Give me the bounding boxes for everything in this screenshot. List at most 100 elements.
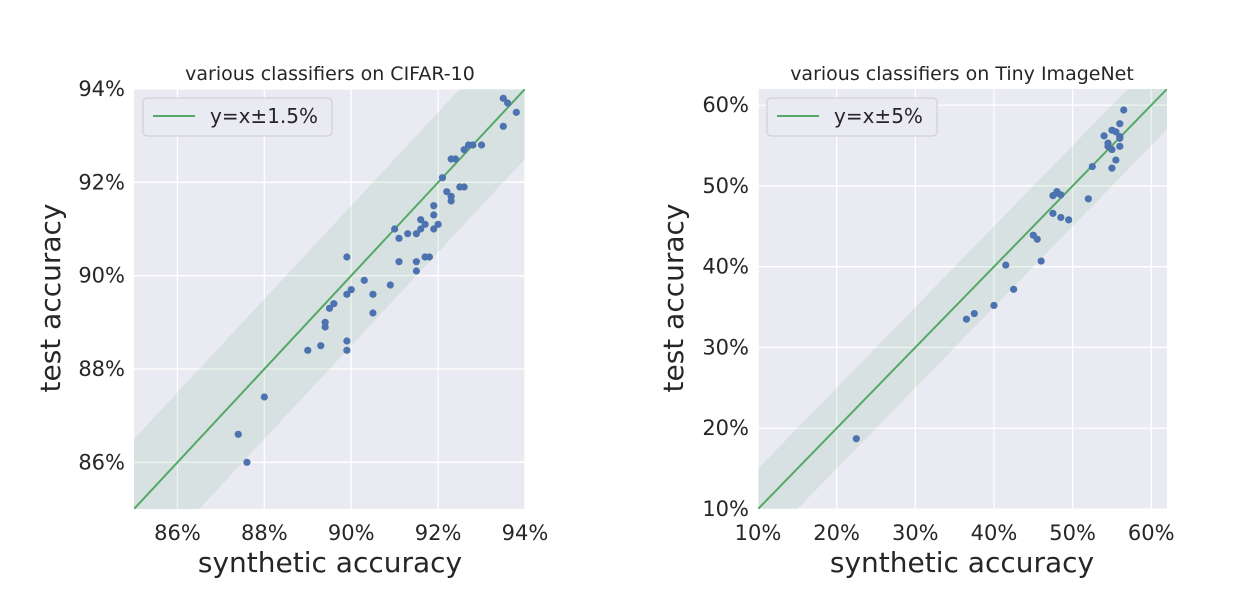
data-point [434, 220, 442, 228]
chart-title: various classifiers on CIFAR-10 [185, 63, 475, 85]
data-point [1084, 195, 1092, 203]
x-tick-label: 94% [502, 521, 549, 545]
y-tick-label: 90% [78, 264, 125, 288]
data-point [260, 393, 268, 401]
data-point [990, 301, 998, 310]
data-point [1112, 156, 1120, 164]
x-tick-label: 90% [328, 521, 375, 545]
data-point [852, 435, 860, 443]
y-tick-label: 20% [702, 416, 749, 440]
data-point [386, 281, 394, 289]
y-tick-label: 60% [702, 93, 749, 117]
data-point [1002, 261, 1010, 269]
data-point [404, 230, 412, 238]
data-point [512, 108, 520, 116]
identity-line [758, 89, 1167, 509]
y-tick-label: 10% [702, 497, 749, 521]
x-tick-label: 88% [241, 521, 288, 545]
data-point [395, 258, 403, 266]
data-point [425, 253, 434, 261]
y-tick-label: 50% [702, 174, 749, 198]
data-point [451, 155, 460, 163]
x-tick-label: 20% [813, 521, 860, 545]
data-point [1112, 128, 1120, 136]
data-point [1108, 164, 1116, 172]
data-point [1120, 106, 1128, 114]
legend: y=x±1.5% [142, 97, 333, 137]
data-point [369, 309, 377, 317]
data-point [504, 99, 512, 107]
data-point [1100, 132, 1108, 140]
y-axis-label: test accuracy [657, 204, 690, 393]
y-tick-label: 30% [702, 335, 749, 359]
x-tick-label: 92% [415, 521, 462, 545]
plot-clip-group [758, 89, 1167, 509]
data-point [1108, 145, 1116, 154]
legend-box [766, 97, 938, 137]
data-point [447, 197, 455, 205]
chart-title: various classifiers on Tiny ImageNet [790, 63, 1134, 85]
legend: y=x±5% [766, 97, 938, 137]
data-point [395, 234, 403, 242]
x-tick-label: 50% [1049, 521, 1096, 545]
plot-area: 10% 20% 30% 40% 50% 60% 10% 20% 30% 40% 50% 60% [702, 89, 1175, 545]
data-point [391, 225, 399, 233]
data-point [469, 141, 477, 149]
data-point [1049, 209, 1057, 217]
data-point [477, 141, 486, 149]
y-tick-label: 40% [702, 255, 749, 279]
data-point [1116, 133, 1124, 141]
data-point [438, 174, 447, 182]
data-point [430, 211, 438, 219]
legend-box [142, 97, 333, 137]
data-point [234, 430, 242, 438]
x-tick-label: 60% [1128, 521, 1175, 545]
data-point [962, 315, 971, 323]
data-point [412, 230, 420, 238]
chart-cifar10: 86% 88% 90% 92% 94% 86% 88% 90% 92% 94% various c… [34, 63, 549, 579]
data-point [1010, 285, 1018, 293]
data-point [417, 216, 425, 224]
data-point [443, 188, 451, 196]
data-point [460, 146, 468, 154]
data-point [412, 258, 420, 266]
data-point [317, 342, 325, 350]
data-point [1088, 162, 1096, 171]
data-point [499, 122, 507, 130]
y-tick-label: 86% [78, 450, 125, 474]
data-point [1057, 213, 1065, 222]
data-point [321, 318, 329, 326]
data-point [343, 337, 351, 345]
data-point [347, 286, 355, 294]
plot-area: 86% 88% 90% 92% 94% 86% 88% 90% 92% 94% [78, 77, 549, 545]
data-point [343, 346, 351, 354]
chart-tiny-imagenet: 10% 20% 30% 40% 50% 60% 10% 20% 30% 40% 50% 60% var… [657, 63, 1175, 579]
data-point [369, 290, 377, 298]
x-tick-label: 10% [735, 521, 782, 545]
x-tick-label: 86% [154, 521, 201, 545]
plot-clip-group [134, 89, 525, 509]
data-point [421, 220, 429, 228]
data-point [243, 458, 251, 466]
data-point [499, 94, 507, 102]
data-point [1033, 235, 1041, 243]
x-tick-label: 40% [971, 521, 1018, 545]
data-point [1104, 139, 1112, 147]
legend-label: y=x±5% [834, 104, 923, 128]
data-point [460, 183, 468, 191]
y-tick-label: 92% [78, 170, 125, 194]
data-point [1065, 216, 1073, 224]
data-point [330, 300, 338, 308]
y-tick-label: 88% [78, 357, 125, 381]
data-point [430, 202, 438, 210]
data-point [970, 309, 978, 318]
data-point [417, 225, 425, 233]
x-axis-label: synthetic accuracy [830, 546, 1094, 579]
data-point [1037, 257, 1045, 265]
data-point [1057, 191, 1065, 199]
data-point [343, 253, 351, 261]
legend-label: y=x±1.5% [210, 104, 318, 128]
identity-line [134, 89, 525, 509]
data-point [343, 290, 351, 298]
